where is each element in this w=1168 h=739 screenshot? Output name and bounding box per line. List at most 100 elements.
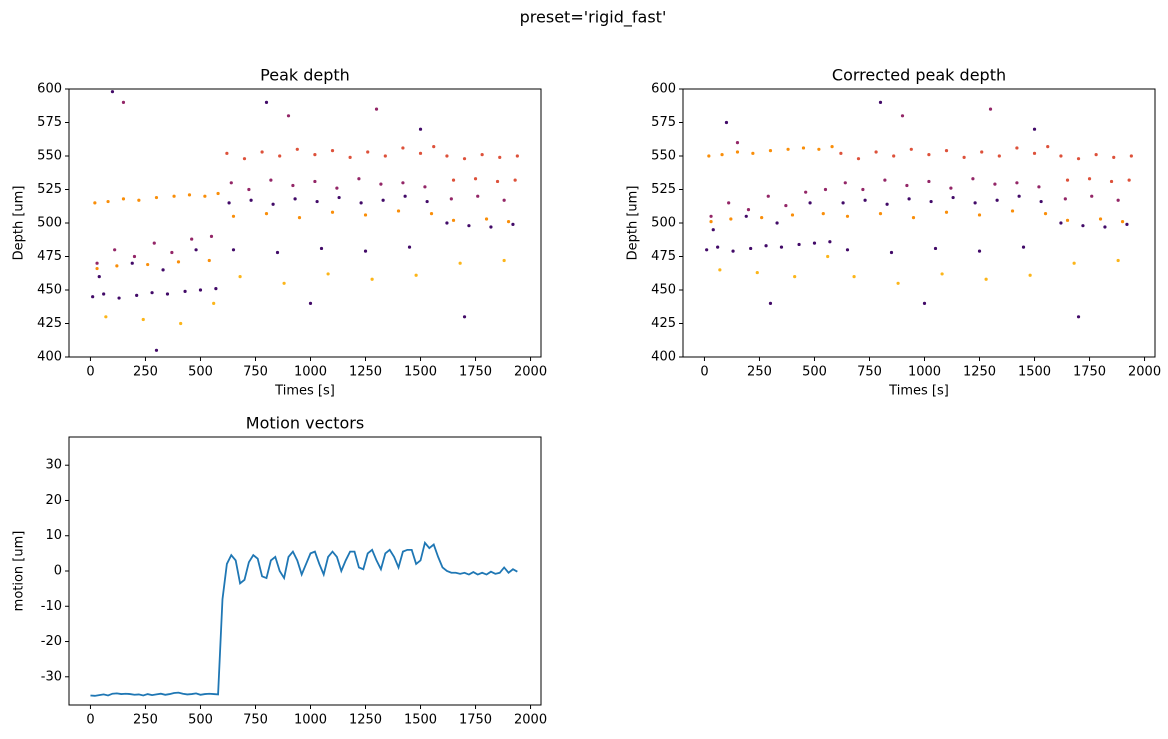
- y-axis-label: Depth [um]: [12, 186, 27, 261]
- point: [150, 291, 154, 295]
- x-tick-label: 250: [747, 365, 772, 380]
- point: [878, 212, 883, 216]
- axes-frame: [68, 88, 542, 358]
- point: [286, 114, 291, 118]
- point: [198, 288, 203, 292]
- figure-title: preset='rigid_fast': [520, 8, 667, 28]
- point: [209, 234, 214, 238]
- point: [330, 210, 335, 214]
- point: [940, 272, 944, 276]
- point: [264, 212, 269, 216]
- point: [973, 201, 977, 205]
- y-tick-label: -30: [41, 669, 62, 684]
- point: [841, 201, 845, 205]
- x-tick-label: 750: [243, 713, 268, 728]
- x-tick-label: 1500: [404, 713, 437, 728]
- point: [513, 178, 517, 182]
- x-tick-label: 0: [86, 713, 94, 728]
- point: [727, 201, 731, 205]
- point: [843, 181, 847, 185]
- point: [995, 198, 999, 202]
- point: [414, 273, 418, 277]
- point: [845, 248, 850, 252]
- point: [315, 199, 319, 204]
- point: [779, 245, 784, 249]
- point: [874, 150, 878, 154]
- point: [1039, 199, 1043, 204]
- point: [121, 100, 126, 104]
- y-tick-label: 550: [37, 149, 62, 164]
- point: [768, 149, 773, 153]
- point: [515, 154, 519, 158]
- y-tick-label: 575: [651, 115, 676, 130]
- point: [495, 179, 500, 184]
- point: [944, 149, 949, 153]
- point: [117, 296, 121, 300]
- point: [137, 198, 141, 202]
- point: [366, 150, 370, 154]
- point: [1072, 261, 1076, 265]
- point: [132, 254, 137, 259]
- point: [432, 145, 436, 149]
- point: [797, 242, 801, 247]
- point: [768, 301, 773, 305]
- point: [766, 194, 770, 198]
- point: [179, 321, 183, 326]
- point: [988, 107, 993, 111]
- point: [225, 151, 229, 155]
- point: [363, 249, 368, 253]
- y-tick-label: 600: [37, 82, 62, 97]
- y-tick-label: 575: [37, 115, 62, 130]
- point: [269, 178, 273, 182]
- plot-area: [705, 100, 1133, 319]
- point: [883, 178, 887, 182]
- point: [1032, 151, 1037, 155]
- y-tick-label: 425: [651, 316, 676, 331]
- point: [357, 177, 361, 181]
- y-tick-label: 450: [651, 283, 676, 298]
- point: [1063, 197, 1067, 201]
- point: [1081, 224, 1085, 228]
- x-tick-label: 1500: [1018, 365, 1051, 380]
- point: [337, 195, 341, 200]
- y-tick-label: 400: [651, 350, 676, 365]
- axes-title: Corrected peak depth: [832, 66, 1006, 85]
- point: [784, 203, 788, 208]
- point: [801, 146, 806, 150]
- point: [379, 182, 383, 186]
- point: [909, 147, 913, 151]
- point: [203, 194, 207, 198]
- point: [154, 348, 159, 352]
- point: [458, 261, 462, 265]
- point: [141, 317, 145, 322]
- point: [242, 157, 247, 161]
- point: [709, 214, 713, 218]
- y-tick-label: 30: [45, 458, 62, 473]
- point: [892, 154, 896, 158]
- point: [716, 245, 720, 249]
- x-tick-label: 750: [857, 365, 882, 380]
- point: [1098, 217, 1103, 221]
- point: [1103, 225, 1107, 229]
- point: [401, 146, 405, 150]
- point: [326, 272, 330, 276]
- point: [335, 186, 339, 190]
- point: [264, 100, 269, 104]
- point: [130, 261, 134, 265]
- point: [1032, 127, 1037, 131]
- point: [370, 277, 374, 281]
- x-tick-label: 1000: [294, 713, 327, 728]
- point: [746, 208, 751, 212]
- point: [1015, 181, 1019, 185]
- point: [194, 248, 198, 252]
- point: [216, 191, 220, 196]
- point: [462, 315, 467, 319]
- point: [735, 150, 740, 154]
- point: [451, 178, 456, 182]
- point: [1065, 178, 1070, 182]
- point: [863, 198, 867, 202]
- y-axis-label: motion [um]: [12, 531, 27, 612]
- line: [90, 540, 518, 697]
- point: [856, 157, 861, 161]
